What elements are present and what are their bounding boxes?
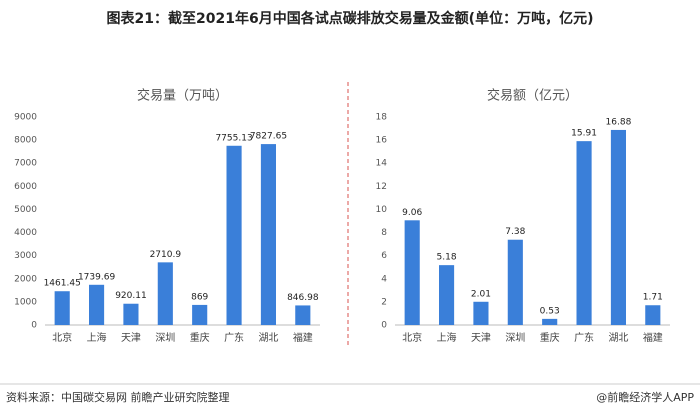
x-tick-label: 天津	[471, 332, 491, 344]
value-label: 5.18	[437, 253, 457, 263]
y-tick-label: 5000	[14, 205, 37, 215]
value-label: 2.01	[471, 289, 491, 299]
value-label: 2710.9	[150, 250, 182, 260]
value-label: 7.38	[505, 227, 525, 237]
x-tick-label: 湖北	[258, 332, 278, 344]
x-tick-label: 重庆	[190, 331, 210, 344]
chart-title: 交易额（亿元）	[487, 88, 578, 104]
bar	[192, 304, 208, 325]
x-tick-label: 深圳	[155, 332, 175, 344]
y-tick-label: 2	[381, 297, 387, 307]
x-tick-label: 上海	[437, 331, 457, 344]
x-tick-label: 福建	[643, 331, 663, 344]
bar	[473, 301, 489, 325]
bar	[439, 265, 455, 325]
bar	[507, 239, 523, 325]
y-tick-label: 2000	[14, 274, 37, 284]
x-tick-label: 天津	[121, 332, 141, 344]
bar	[89, 284, 105, 325]
value-label: 1739.69	[78, 272, 115, 282]
x-tick-label: 福建	[293, 331, 313, 344]
bar	[542, 318, 558, 325]
y-tick-label: 9000	[14, 113, 37, 123]
bar	[260, 144, 276, 325]
bar	[295, 305, 311, 325]
value-label: 869	[191, 292, 208, 302]
y-tick-label: 3000	[14, 251, 37, 261]
bar	[645, 305, 661, 325]
value-label: 15.91	[571, 129, 597, 139]
value-label: 7827.65	[250, 132, 287, 142]
y-tick-label: 10	[376, 205, 388, 215]
value-label: 920.11	[115, 291, 147, 301]
y-tick-label: 18	[376, 113, 388, 123]
value-label: 1.71	[643, 293, 663, 303]
y-tick-label: 1000	[14, 297, 37, 307]
bar	[226, 145, 242, 325]
value-label: 16.88	[606, 117, 632, 127]
bar	[610, 129, 626, 325]
x-tick-label: 北京	[402, 331, 422, 344]
value-label: 9.06	[402, 208, 422, 218]
x-tick-label: 广东	[224, 331, 244, 344]
chart-title: 交易量（万吨）	[137, 88, 228, 104]
x-tick-label: 重庆	[540, 331, 560, 344]
y-tick-label: 0	[381, 321, 387, 331]
footer-brand: @前瞻经济学人APP	[596, 390, 694, 404]
y-tick-label: 6	[381, 251, 387, 261]
y-tick-label: 4	[381, 274, 387, 284]
page-title: 图表21：截至2021年6月中国各试点碳排放交易量及金额(单位：万吨，亿元)	[107, 10, 594, 27]
bar	[576, 141, 592, 325]
y-tick-label: 14	[376, 159, 388, 169]
bar	[54, 291, 70, 325]
x-tick-label: 广东	[574, 331, 594, 344]
x-tick-label: 上海	[87, 331, 107, 344]
x-tick-label: 北京	[52, 331, 72, 344]
y-tick-label: 4000	[14, 228, 37, 238]
bar	[404, 220, 420, 325]
bar	[157, 262, 173, 325]
value-label: 7755.13	[215, 133, 252, 143]
y-tick-label: 8000	[14, 136, 37, 146]
y-tick-label: 0	[31, 321, 37, 331]
x-tick-label: 深圳	[505, 332, 525, 344]
value-label: 846.98	[287, 293, 319, 303]
y-tick-label: 7000	[14, 159, 37, 169]
value-label: 0.53	[540, 306, 560, 316]
y-tick-label: 16	[376, 136, 388, 146]
footer-source: 资料来源：中国碳交易网 前瞻产业研究院整理	[6, 390, 230, 404]
value-label: 1461.45	[44, 279, 81, 289]
y-tick-label: 12	[376, 182, 387, 192]
x-tick-label: 湖北	[608, 332, 628, 344]
y-tick-label: 8	[381, 228, 387, 238]
bar	[123, 303, 139, 325]
y-tick-label: 6000	[14, 182, 37, 192]
